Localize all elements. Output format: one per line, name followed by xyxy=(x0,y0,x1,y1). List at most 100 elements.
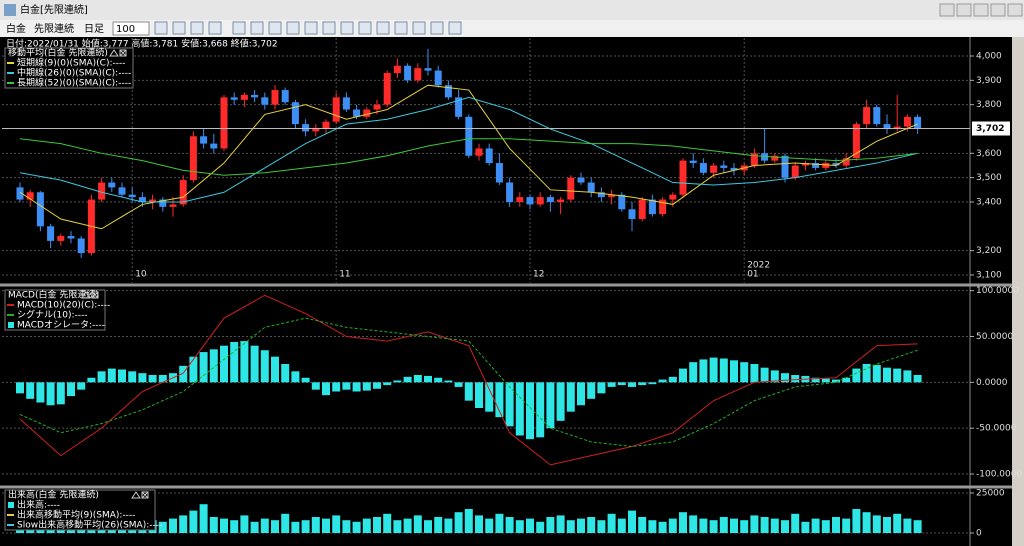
legend-swatch xyxy=(8,502,14,508)
legend-title: 出来高(白金 先限連続) xyxy=(8,489,99,501)
tool-icon[interactable] xyxy=(322,21,336,35)
oscillator-bar xyxy=(138,373,147,383)
tool-icon[interactable] xyxy=(394,21,408,35)
candle-body xyxy=(291,102,299,125)
y-tick-label: 4,000 xyxy=(976,52,1002,62)
candle-body xyxy=(98,182,106,200)
oscillator-bar xyxy=(424,375,432,383)
window-buttons[interactable] xyxy=(939,3,1023,17)
volume-bar xyxy=(281,513,290,533)
oscillator-bar xyxy=(689,362,698,383)
y-tick-label: 0 xyxy=(976,529,982,539)
oscillator-bar xyxy=(87,377,96,383)
candle-body xyxy=(200,136,208,144)
volume-bar xyxy=(607,513,616,533)
candle-body xyxy=(108,182,116,188)
oscillator-bar xyxy=(740,362,749,383)
volume-bar xyxy=(740,520,749,533)
legend-label: 出来高移動平均(9)(SMA):---- xyxy=(17,509,135,521)
tool-icon[interactable] xyxy=(232,21,246,35)
candle-body xyxy=(240,94,248,100)
restore-button[interactable] xyxy=(973,3,989,17)
oscillator-bar xyxy=(903,370,912,383)
oscillator-bar xyxy=(291,371,300,383)
volume-bar xyxy=(903,518,912,533)
candle-body xyxy=(383,73,391,105)
candle-body xyxy=(536,197,544,205)
oscillator-bar xyxy=(260,350,269,383)
tool-icon[interactable] xyxy=(190,21,204,35)
y-tick-label: 25000 xyxy=(976,489,1005,499)
legend-box xyxy=(4,47,134,89)
oscillator-bar xyxy=(526,382,534,440)
tool-icon[interactable] xyxy=(376,21,390,35)
volume-bar xyxy=(597,520,606,533)
volume-bar xyxy=(872,515,881,533)
scrollbar[interactable] xyxy=(1012,37,1024,546)
oscillator-bar xyxy=(352,382,361,392)
close-button[interactable] xyxy=(1007,3,1023,17)
candle-body xyxy=(669,194,677,200)
volume-bar xyxy=(862,512,871,533)
tool-icon[interactable] xyxy=(250,21,264,35)
legend-label: 出来高:---- xyxy=(17,499,60,511)
tool-icon[interactable] xyxy=(430,21,444,35)
oscillator-bar xyxy=(250,345,259,383)
tool-icon[interactable] xyxy=(340,21,354,35)
volume-bar xyxy=(719,517,728,533)
volume-bar xyxy=(842,518,851,533)
volume-bar xyxy=(587,517,596,533)
volume-bar xyxy=(668,518,677,533)
contract-menu[interactable]: 先限連続 xyxy=(34,22,74,35)
volume-bar xyxy=(566,520,575,533)
volume-bar xyxy=(689,515,698,533)
oscillator-bar xyxy=(546,382,555,429)
oscillator-bar xyxy=(189,356,198,383)
volume-bar xyxy=(679,512,687,533)
candle-body xyxy=(118,187,126,195)
app-icon xyxy=(4,4,16,16)
volume-bar xyxy=(730,518,738,533)
oscillator-bar xyxy=(750,364,759,383)
volume-bar xyxy=(760,517,769,533)
candle-body xyxy=(761,153,769,161)
volume-bar xyxy=(485,518,494,533)
tool-icon[interactable] xyxy=(172,21,186,35)
y-tick-label: 3,600 xyxy=(976,149,1002,159)
pin-button[interactable] xyxy=(939,3,955,17)
volume-bar xyxy=(515,520,524,533)
oscillator-bar xyxy=(77,382,86,390)
volume-bar xyxy=(709,520,718,533)
toolbar-icons[interactable] xyxy=(154,21,462,35)
minimize-button[interactable] xyxy=(956,3,972,17)
legend-icons xyxy=(109,49,127,57)
period-menu[interactable]: 日足 xyxy=(84,23,104,35)
oscillator-bar xyxy=(434,377,443,383)
x-tick-label: 10 xyxy=(135,270,147,280)
x-tick-label: 11 xyxy=(339,270,350,280)
tool-icon[interactable] xyxy=(358,21,372,35)
indicator-line xyxy=(19,84,918,230)
candle-body xyxy=(710,165,718,173)
volume-bar xyxy=(454,512,463,533)
y-tick-label: 3,900 xyxy=(976,76,1002,86)
tool-icon[interactable] xyxy=(412,21,426,35)
title-bar xyxy=(0,0,1024,20)
count-value[interactable]: 100 xyxy=(116,24,135,35)
count-box[interactable] xyxy=(112,21,150,36)
tool-icon[interactable] xyxy=(304,21,318,35)
oscillator-bar xyxy=(179,365,188,383)
tool-icon[interactable] xyxy=(208,21,222,35)
symbol-menu[interactable]: 白金 xyxy=(6,22,26,35)
volume-bar xyxy=(791,513,800,533)
tool-icon[interactable] xyxy=(268,21,282,35)
candle-body xyxy=(251,94,259,98)
tool-icon[interactable] xyxy=(154,21,168,35)
candle-body xyxy=(557,199,565,202)
tool-icon[interactable] xyxy=(448,21,462,35)
oscillator-bar xyxy=(199,352,208,383)
maximize-button[interactable] xyxy=(990,3,1006,17)
window-title: 白金[先限連続] xyxy=(20,3,88,16)
tool-icon[interactable] xyxy=(286,21,300,35)
